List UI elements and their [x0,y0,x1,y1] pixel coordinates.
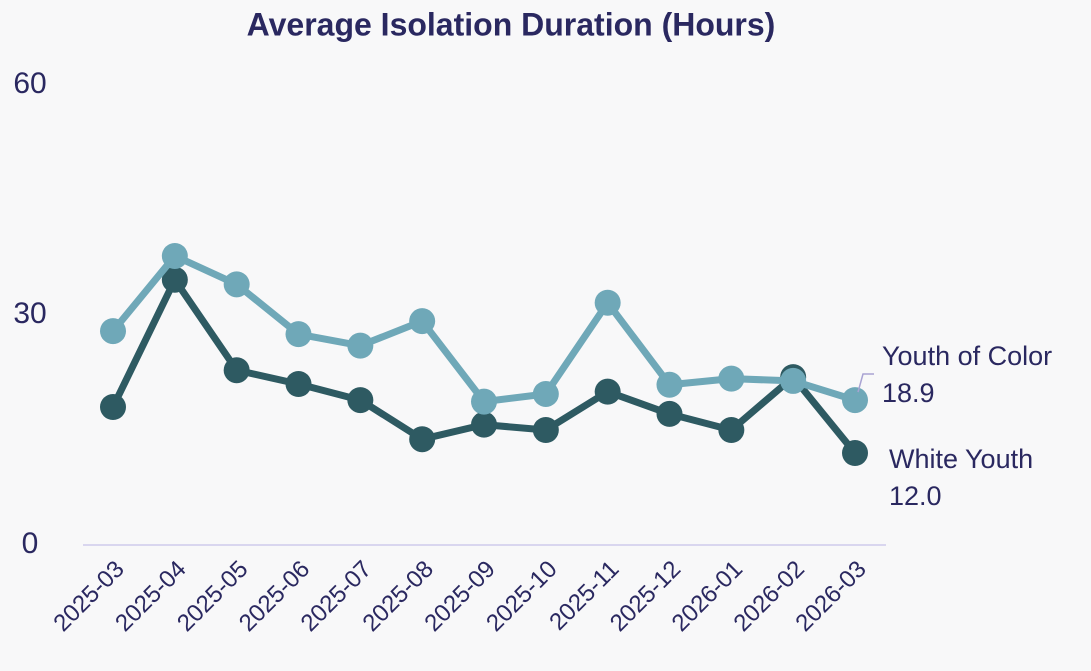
point [718,365,745,392]
point [532,417,559,443]
y-tick-label: 30 [13,297,46,330]
point [161,266,188,293]
point [100,318,126,345]
y-tick-label: 0 [22,527,39,560]
legend-label: Youth of Color [882,341,1052,371]
point [223,271,250,298]
point [842,440,868,466]
point [656,371,683,398]
value-label: 12.0 [889,481,942,511]
point [656,400,683,427]
point [223,357,250,384]
point [842,387,868,414]
point [718,417,745,443]
point [594,378,621,405]
value-label: 18.9 [882,378,935,408]
label-connector [857,373,874,393]
point [471,388,497,415]
point [409,426,436,453]
point [471,411,497,438]
point [347,332,374,359]
point [780,367,807,394]
point [285,321,312,348]
point [100,394,126,420]
point [347,387,374,414]
point [409,308,436,335]
point [594,289,621,316]
point [285,371,312,397]
legend-label: White Youth [889,444,1033,474]
point [532,380,559,407]
point [161,242,188,269]
y-tick-label: 60 [13,67,46,100]
chart-title: Average Isolation Duration (Hours) [247,6,776,42]
